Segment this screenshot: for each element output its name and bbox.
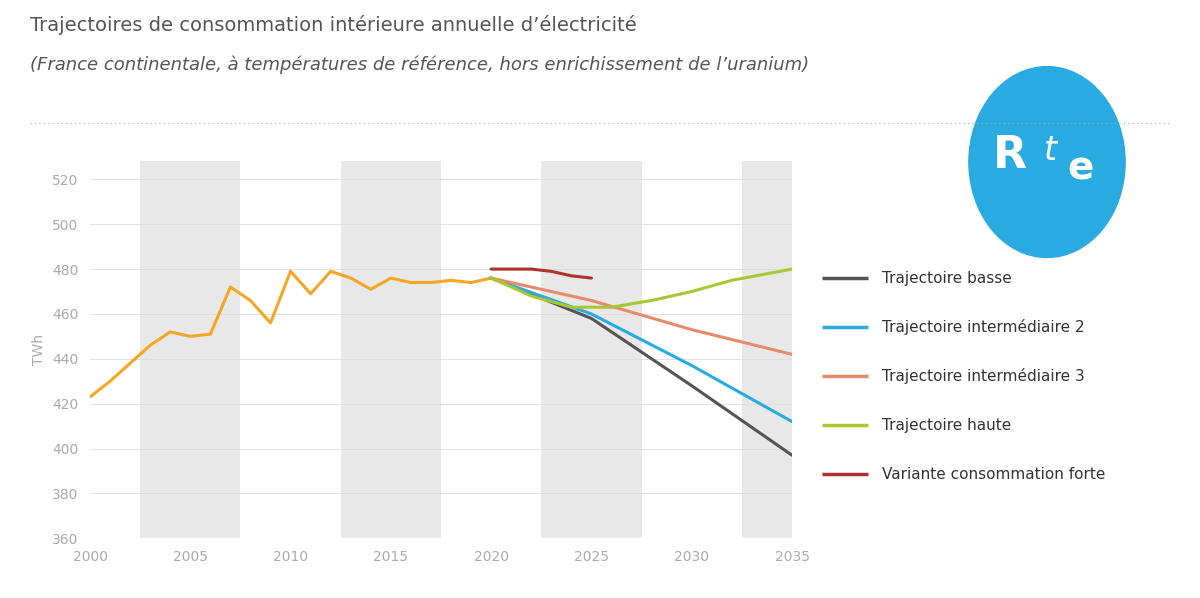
Text: (France continentale, à températures de référence, hors enrichissement de l’uran: (France continentale, à températures de …: [30, 55, 809, 74]
Text: Trajectoire intermédiaire 2: Trajectoire intermédiaire 2: [882, 319, 1085, 335]
Circle shape: [968, 66, 1126, 258]
Text: Trajectoires de consommation intérieure annuelle d’électricité: Trajectoires de consommation intérieure …: [30, 15, 637, 35]
Text: t: t: [1044, 134, 1057, 167]
Bar: [742, 161, 842, 538]
Bar: [140, 161, 240, 538]
Text: e: e: [1067, 150, 1093, 188]
Bar: [341, 161, 442, 538]
Text: Variante consommation forte: Variante consommation forte: [882, 466, 1105, 482]
Bar: [541, 161, 642, 538]
Y-axis label: TWh: TWh: [32, 334, 47, 365]
Text: Trajectoire haute: Trajectoire haute: [882, 417, 1012, 433]
Text: R: R: [992, 134, 1027, 177]
Text: Trajectoire intermédiaire 3: Trajectoire intermédiaire 3: [882, 368, 1085, 384]
Text: Trajectoire basse: Trajectoire basse: [882, 270, 1012, 286]
